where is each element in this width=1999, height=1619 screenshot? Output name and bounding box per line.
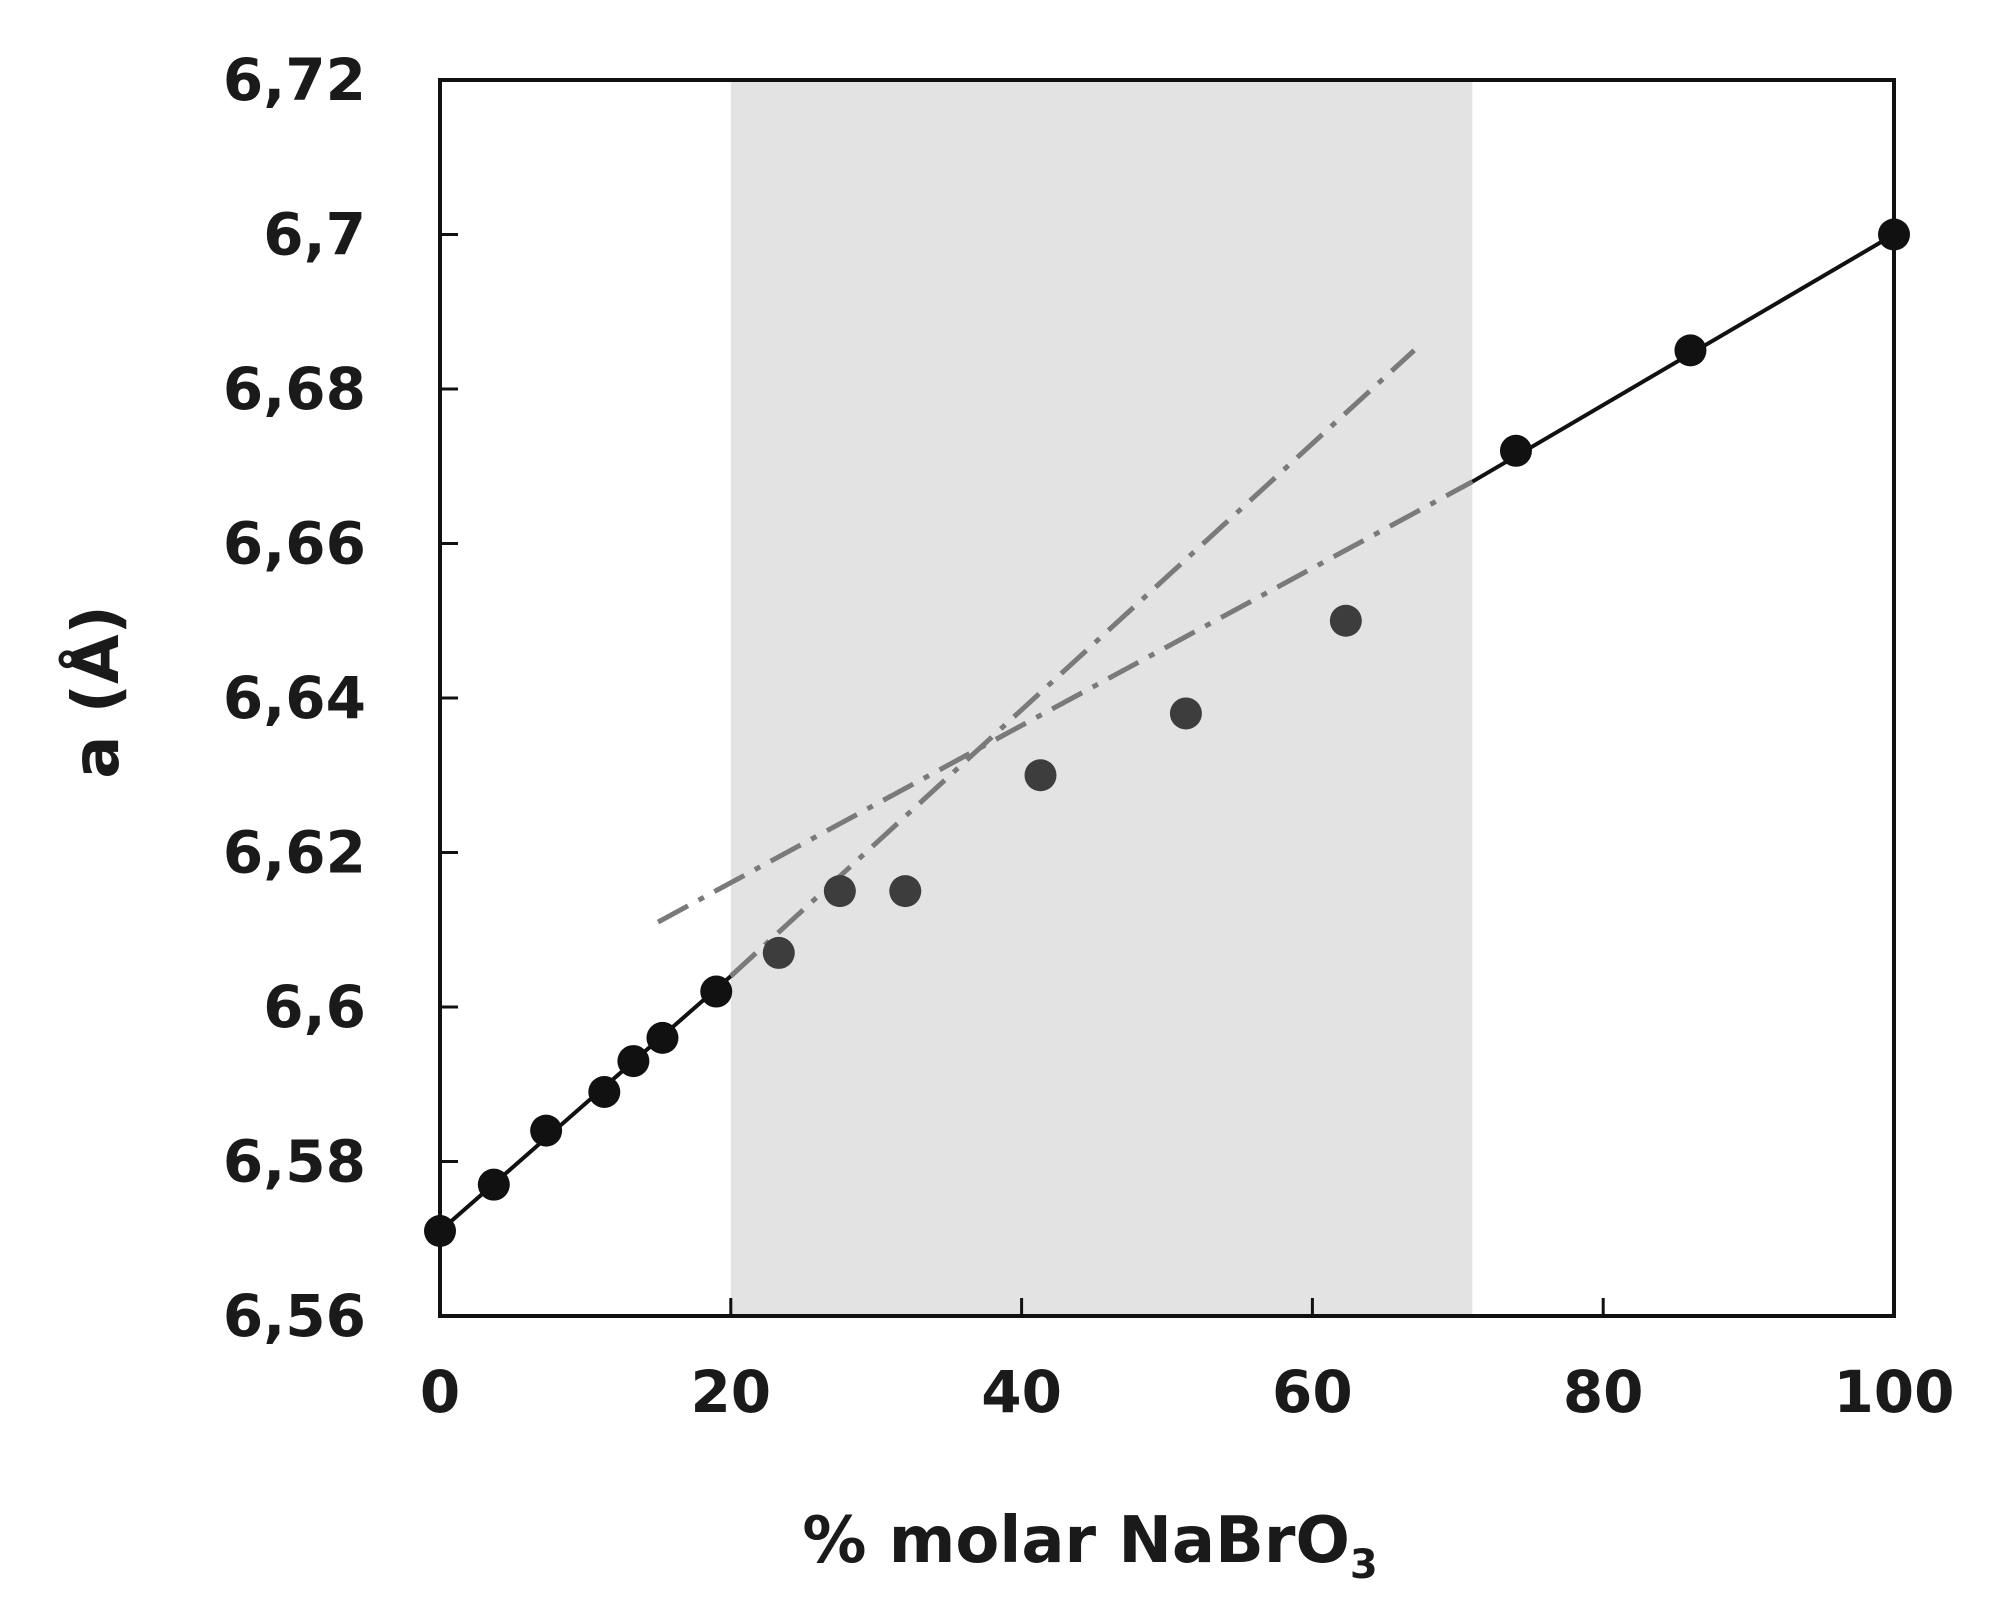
- ticks-layer: 0 20 40 60 80 100 6,56 6,58 6,6 6,62 6,64 6,66 6,68 6…: [223, 46, 1955, 1426]
- data-point-s1-3: [530, 1114, 563, 1147]
- shaded-region-layer: [730, 80, 1473, 1316]
- data-point-s3-2: [1674, 334, 1707, 367]
- y-tick-label-6,72: 6,72: [223, 46, 366, 114]
- data-point-s1-2: [477, 1168, 510, 1201]
- data-point-s2-4: [1024, 759, 1057, 792]
- y-tick-label-6,64: 6,64: [223, 664, 366, 732]
- y-tick-label-6,7: 6,7: [263, 201, 366, 269]
- data-point-s1-5: [617, 1045, 650, 1078]
- data-point-s3-1: [1499, 434, 1532, 467]
- data-point-s2-3: [889, 875, 922, 908]
- x-axis-title: % molar NaBrO3: [802, 1504, 1377, 1588]
- reference-lines-layer: [438, 232, 1896, 1233]
- y-axis-title: a (Å): [58, 605, 134, 779]
- data-points-layer: [424, 218, 1910, 1248]
- x-tick-label-60: 60: [1272, 1358, 1353, 1426]
- y-tick-label-6,6: 6,6: [263, 973, 366, 1041]
- x-tick-label-0: 0: [420, 1358, 460, 1426]
- x-tick-label-40: 40: [981, 1358, 1062, 1426]
- x-tick-label-80: 80: [1563, 1358, 1644, 1426]
- trend-line-2: [729, 348, 1416, 978]
- data-point-s1-7: [700, 975, 733, 1008]
- data-point-s2-1: [762, 936, 795, 969]
- x-axis-title-main: % molar NaBrO: [802, 1504, 1350, 1578]
- data-point-s1-6: [646, 1021, 679, 1054]
- x-axis-title-subscript: 3: [1350, 1542, 1378, 1588]
- x-tick-label-20: 20: [690, 1358, 771, 1426]
- data-point-s2-5: [1169, 697, 1202, 730]
- y-tick-label-6,56: 6,56: [223, 1282, 366, 1350]
- y-tick-label-6,68: 6,68: [223, 355, 366, 423]
- data-point-s2-2: [823, 875, 856, 908]
- x-tick-label-100: 100: [1833, 1358, 1954, 1426]
- y-tick-label-6,58: 6,58: [223, 1128, 366, 1196]
- data-point-s2-6: [1329, 604, 1362, 637]
- y-tick-label-6,66: 6,66: [223, 510, 366, 578]
- shaded-region: [730, 80, 1473, 1316]
- data-point-s1-4: [588, 1075, 621, 1108]
- y-tick-label-6,62: 6,62: [223, 819, 366, 887]
- trend-line-3: [656, 479, 1474, 925]
